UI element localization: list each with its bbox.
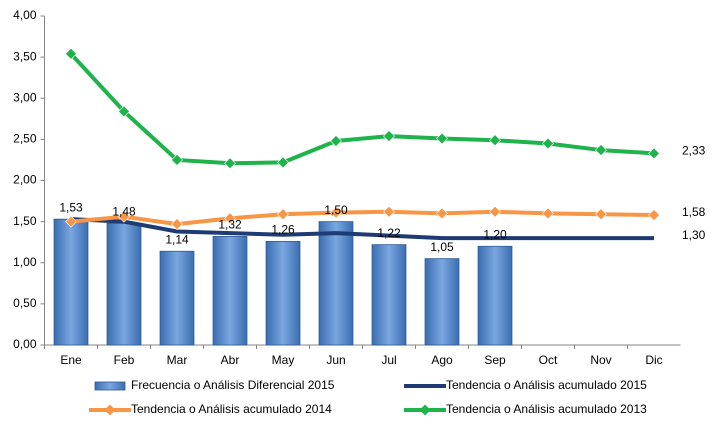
x-tick-label: Jun xyxy=(326,353,345,367)
bar xyxy=(371,244,407,346)
marker xyxy=(330,206,342,219)
data-label: 1,22 xyxy=(377,226,401,240)
marker xyxy=(648,209,660,221)
legend-label: Tendencia o Análisis acumulado 2013 xyxy=(446,402,647,416)
bar xyxy=(318,221,354,346)
bar xyxy=(424,258,460,346)
marker xyxy=(542,207,554,220)
marker xyxy=(648,147,660,160)
line xyxy=(70,209,655,227)
data-label: 1,14 xyxy=(165,232,189,246)
marker xyxy=(65,47,77,60)
legend-label: Tendencia o Análisis acumulado 2015 xyxy=(446,378,647,392)
marker xyxy=(65,215,77,228)
data-label: 2,33 xyxy=(682,144,706,158)
bar xyxy=(159,250,195,346)
marker xyxy=(436,132,448,145)
x-tick-label: Ene xyxy=(60,353,82,367)
y-tick-label: 3,00 xyxy=(13,90,37,104)
data-label: 1,50 xyxy=(324,203,348,217)
bar xyxy=(265,240,301,346)
legend-label: Tendencia o Análisis acumulado 2014 xyxy=(131,402,332,416)
marker xyxy=(595,144,607,156)
marker xyxy=(118,210,130,223)
y-tick-label: 2,50 xyxy=(13,132,37,146)
marker xyxy=(595,208,607,221)
x-tick-label: Ago xyxy=(431,353,453,367)
data-label: 1,30 xyxy=(682,228,706,242)
data-label: 1,48 xyxy=(112,204,136,218)
legend-marker xyxy=(104,404,116,416)
x-tick-label: Abr xyxy=(221,353,240,367)
marker xyxy=(542,137,554,150)
bar xyxy=(53,218,89,346)
data-label: 1,05 xyxy=(430,240,454,254)
bar xyxy=(477,245,513,346)
x-tick-label: Oct xyxy=(539,353,558,367)
marker xyxy=(277,208,289,221)
y-tick-label: 4,00 xyxy=(13,8,37,22)
y-tick-label: 2,00 xyxy=(13,173,37,187)
y-tick-label: 0,50 xyxy=(13,296,37,310)
x-tick-label: Dic xyxy=(645,353,662,367)
marker xyxy=(436,207,448,220)
bar xyxy=(106,222,142,346)
data-label: 1,32 xyxy=(218,218,242,232)
legend-marker xyxy=(419,404,431,416)
y-tick-label: 3,50 xyxy=(13,49,37,63)
x-tick-label: Jul xyxy=(381,353,396,367)
marker xyxy=(330,135,342,147)
legend-swatch xyxy=(94,381,126,391)
x-tick-label: May xyxy=(272,353,295,367)
data-label: 1,20 xyxy=(483,227,507,241)
marker xyxy=(383,130,395,143)
x-tick-label: Mar xyxy=(167,353,188,367)
marker xyxy=(118,105,130,118)
marker xyxy=(489,134,501,147)
line xyxy=(69,52,655,166)
x-tick-label: Sep xyxy=(484,353,506,367)
marker xyxy=(224,212,236,225)
y-tick-label: 1,00 xyxy=(13,255,37,269)
x-tick-label: Feb xyxy=(114,353,135,367)
marker xyxy=(383,205,395,218)
bar xyxy=(212,236,248,346)
marker xyxy=(489,205,501,218)
marker xyxy=(171,218,183,231)
y-tick-label: 1,50 xyxy=(13,214,37,228)
data-label: 1,26 xyxy=(271,223,295,237)
marker xyxy=(224,157,236,170)
marker xyxy=(171,154,183,166)
y-tick-label: 0,00 xyxy=(13,337,37,351)
x-tick-label: Nov xyxy=(590,353,611,367)
legend-label: Frecuencia o Análisis Diferencial 2015 xyxy=(131,378,335,392)
marker xyxy=(277,156,289,169)
data-label: 1,58 xyxy=(682,205,706,219)
data-label: 1,53 xyxy=(59,200,83,214)
line xyxy=(70,217,654,241)
